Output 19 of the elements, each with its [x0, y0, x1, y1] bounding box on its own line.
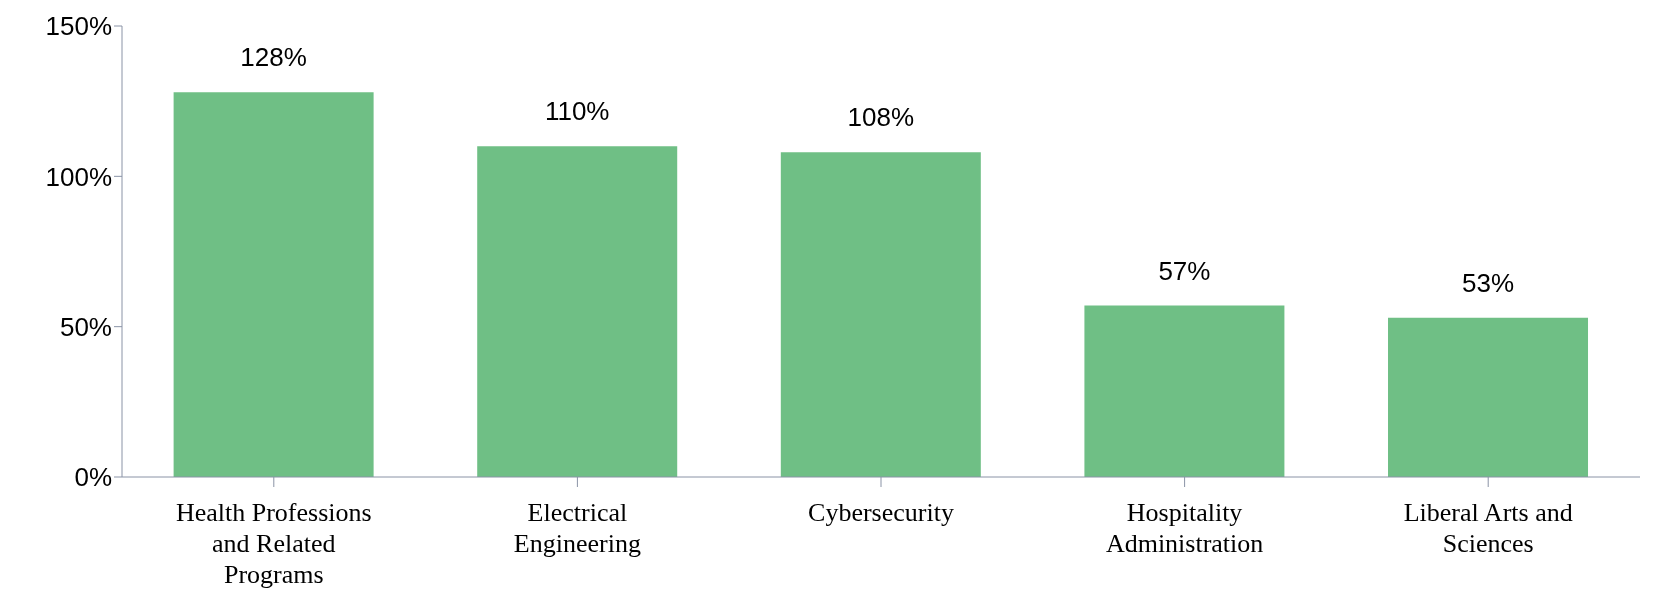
bar	[477, 146, 678, 477]
bar	[1388, 317, 1589, 477]
x-tick-label: Liberal Arts and Sciences	[1403, 498, 1573, 558]
x-tick-label: Electrical Engineering	[513, 498, 641, 558]
y-tick-label: 100%	[45, 161, 112, 192]
data-label: 57%	[1158, 255, 1211, 286]
bar	[173, 92, 374, 477]
y-tick-label: 50%	[59, 311, 112, 342]
y-tick-label: 150%	[45, 11, 112, 42]
bar	[780, 152, 981, 477]
data-label: 108%	[847, 102, 915, 133]
bar	[1084, 305, 1285, 477]
data-label: 53%	[1461, 267, 1515, 298]
data-label: 110%	[544, 96, 610, 127]
x-tick-label: Cybersecurity	[808, 498, 954, 527]
x-tick-label: Health Professions and Related Programs	[175, 498, 372, 589]
x-tick-label: Hospitality Administration	[1105, 498, 1264, 558]
y-tick-label: 0%	[74, 462, 112, 493]
data-label: 128%	[240, 42, 307, 73]
